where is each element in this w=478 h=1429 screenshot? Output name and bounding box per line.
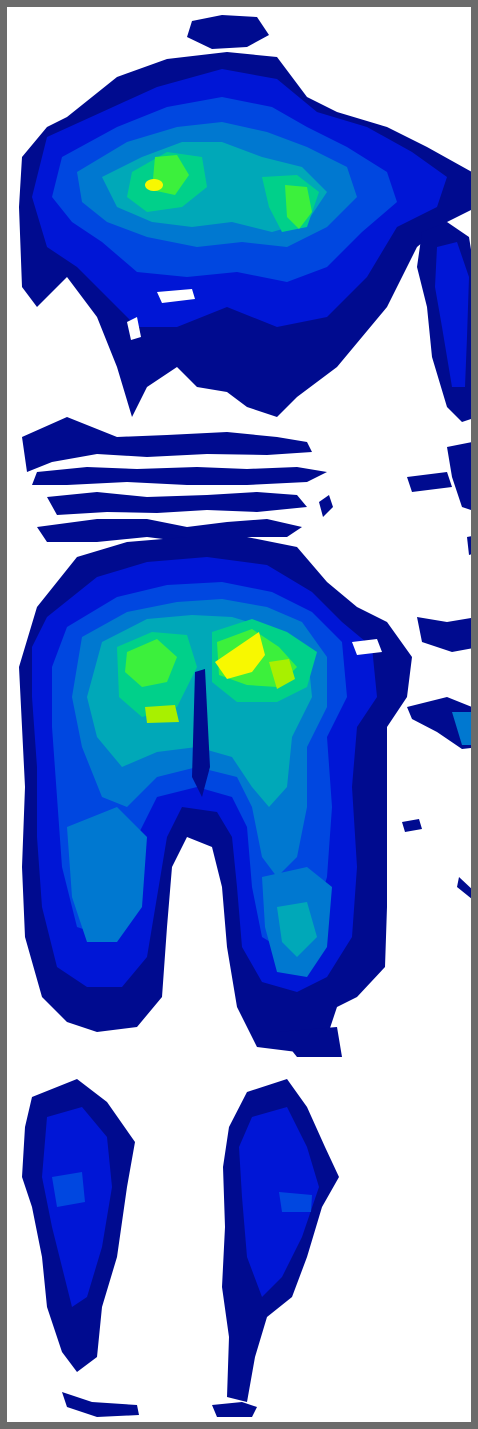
torso-hole [352, 639, 382, 655]
neck-dot2 [467, 536, 471, 555]
pressure-heatmap [19, 15, 471, 1417]
shoulder-hole2 [127, 317, 141, 340]
neck-stripe-1 [22, 417, 312, 472]
foot-left [62, 1392, 139, 1417]
shoulder-peak [145, 179, 163, 191]
torso-dash [402, 819, 422, 832]
shin-left-l2 [42, 1107, 112, 1307]
neck-dash [407, 472, 452, 492]
neck-stripe-4 [37, 519, 302, 542]
shoulder-hole [157, 289, 195, 303]
thigh-right-l5 [277, 902, 317, 957]
leg-bottom-mark [277, 1027, 342, 1057]
torso-dash2 [457, 877, 471, 899]
torso-l8-right [269, 659, 295, 689]
arm-right-upper-l2 [435, 242, 469, 387]
neck-right-blob [447, 442, 471, 510]
neck-dot [319, 495, 333, 517]
torso-spine-dark [192, 669, 210, 797]
shin-right-l3 [279, 1192, 312, 1212]
foot-right [212, 1402, 257, 1417]
thigh-left-l4 [67, 807, 147, 942]
neck-stripe-2 [32, 467, 327, 485]
torso-right-blob [417, 617, 471, 652]
torso-arm-right-l3 [452, 712, 471, 745]
torso-l7-left [125, 639, 177, 687]
torso-arm-right [407, 697, 471, 749]
shin-left-l3 [52, 1172, 85, 1207]
shoulders-l7-right [285, 185, 312, 229]
neck-stripe-3 [47, 492, 307, 515]
head-top [187, 15, 269, 49]
torso-l8-mid [145, 705, 179, 723]
shin-right-l2 [239, 1107, 319, 1297]
torso-peak [215, 632, 265, 679]
